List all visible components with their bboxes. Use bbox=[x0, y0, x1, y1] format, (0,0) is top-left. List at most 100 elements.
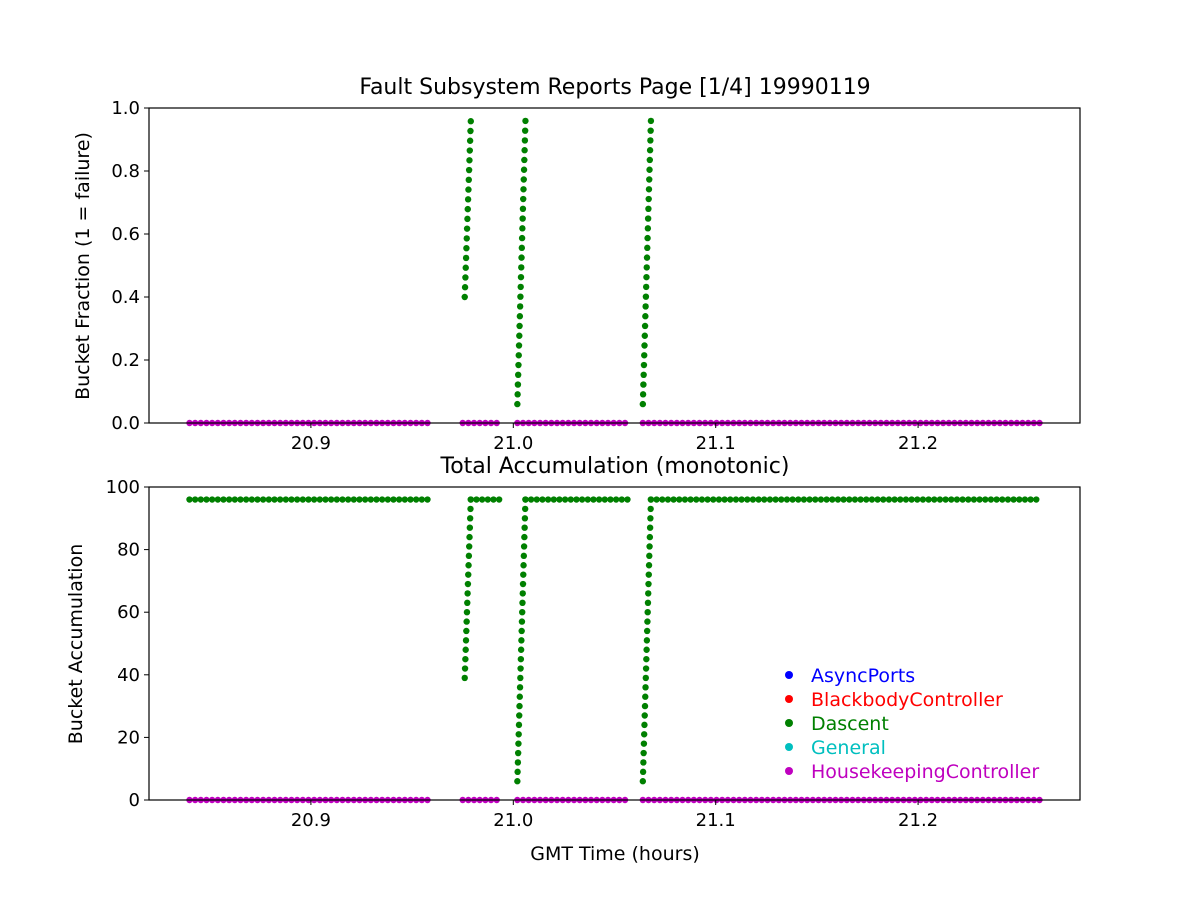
data-point bbox=[384, 496, 392, 503]
data-point bbox=[640, 740, 648, 747]
bottom-panel-ticks: 20.9 21.0 21.1 21.2 0 20 40 60 80 100 bbox=[106, 477, 938, 831]
data-point bbox=[276, 496, 284, 503]
legend-label: General bbox=[811, 737, 886, 759]
data-point bbox=[834, 496, 842, 503]
data-point bbox=[644, 234, 651, 242]
data-point bbox=[465, 166, 473, 174]
data-point bbox=[642, 293, 650, 300]
data-point bbox=[644, 618, 651, 625]
data-point bbox=[643, 646, 650, 653]
data-point bbox=[515, 361, 522, 369]
data-point bbox=[517, 293, 524, 300]
data-point bbox=[521, 524, 528, 531]
data-point bbox=[539, 496, 546, 503]
data-point bbox=[1010, 496, 1017, 503]
data-point bbox=[639, 400, 647, 408]
x-tick-label: 21.1 bbox=[696, 433, 736, 454]
data-point bbox=[687, 496, 694, 503]
data-point bbox=[514, 391, 521, 398]
data-point bbox=[646, 533, 654, 541]
data-point bbox=[953, 496, 961, 503]
data-point bbox=[516, 332, 523, 339]
data-point bbox=[466, 543, 473, 550]
data-point bbox=[643, 627, 651, 635]
data-point bbox=[646, 552, 653, 560]
data-point bbox=[191, 496, 199, 503]
data-point bbox=[646, 156, 654, 164]
data-point bbox=[641, 342, 648, 349]
data-point bbox=[647, 515, 654, 522]
data-point bbox=[715, 496, 723, 503]
data-point bbox=[644, 215, 652, 222]
data-point bbox=[644, 609, 651, 616]
data-point bbox=[463, 235, 470, 242]
data-point bbox=[350, 496, 358, 503]
data-point bbox=[1027, 496, 1034, 503]
data-point bbox=[1033, 496, 1040, 503]
data-point bbox=[919, 496, 927, 503]
data-point bbox=[857, 496, 864, 503]
data-point bbox=[982, 496, 989, 503]
data-point bbox=[464, 196, 472, 203]
data-point bbox=[466, 524, 474, 531]
data-point bbox=[544, 496, 552, 503]
top-panel-y-axis-label: Bucket Fraction (1 = failure) bbox=[72, 132, 94, 400]
data-point bbox=[463, 627, 470, 635]
data-point bbox=[395, 496, 403, 503]
data-point bbox=[517, 283, 524, 291]
data-point bbox=[698, 496, 706, 503]
data-point bbox=[640, 759, 647, 766]
y-tick-label: 80 bbox=[117, 540, 140, 561]
data-point bbox=[271, 496, 278, 503]
data-point bbox=[567, 496, 574, 503]
data-point bbox=[518, 618, 526, 625]
legend-marker bbox=[785, 767, 793, 775]
data-point bbox=[521, 127, 529, 134]
y-tick-label: 0 bbox=[129, 790, 140, 811]
data-point bbox=[640, 361, 648, 369]
data-point bbox=[642, 665, 650, 672]
data-point bbox=[645, 205, 652, 212]
data-point bbox=[288, 496, 295, 503]
bottom-panel-data-marks bbox=[186, 496, 1043, 804]
data-point bbox=[640, 749, 647, 757]
data-point bbox=[519, 609, 526, 616]
legend-label: HousekeepingController bbox=[811, 761, 1039, 783]
data-point bbox=[462, 254, 470, 262]
data-point bbox=[462, 646, 469, 653]
legend-marker bbox=[785, 719, 793, 727]
data-point bbox=[874, 496, 881, 503]
data-point bbox=[595, 496, 603, 503]
data-point bbox=[607, 496, 614, 503]
data-point bbox=[778, 496, 785, 503]
data-point bbox=[704, 496, 711, 503]
data-point bbox=[516, 303, 524, 310]
data-point bbox=[344, 496, 352, 503]
data-point bbox=[519, 580, 527, 588]
data-point bbox=[473, 496, 480, 503]
data-point bbox=[744, 496, 751, 503]
data-point bbox=[333, 496, 341, 503]
data-point bbox=[519, 225, 526, 232]
data-point bbox=[299, 496, 307, 503]
data-point bbox=[490, 496, 497, 503]
data-point bbox=[806, 496, 813, 503]
data-point bbox=[520, 562, 527, 569]
data-point bbox=[515, 721, 523, 729]
data-point bbox=[1004, 496, 1012, 503]
data-point bbox=[936, 496, 944, 503]
data-point bbox=[517, 665, 524, 672]
data-point bbox=[561, 496, 569, 503]
data-point bbox=[846, 496, 853, 503]
data-point bbox=[461, 665, 469, 672]
data-point bbox=[464, 580, 472, 588]
data-point bbox=[514, 371, 522, 379]
data-point bbox=[242, 496, 250, 503]
data-point bbox=[641, 322, 649, 330]
data-point bbox=[520, 195, 527, 203]
data-point bbox=[516, 702, 523, 710]
y-tick-label: 1.0 bbox=[111, 98, 140, 119]
bottom-panel-y-axis-label: Bucket Accumulation bbox=[65, 544, 87, 745]
